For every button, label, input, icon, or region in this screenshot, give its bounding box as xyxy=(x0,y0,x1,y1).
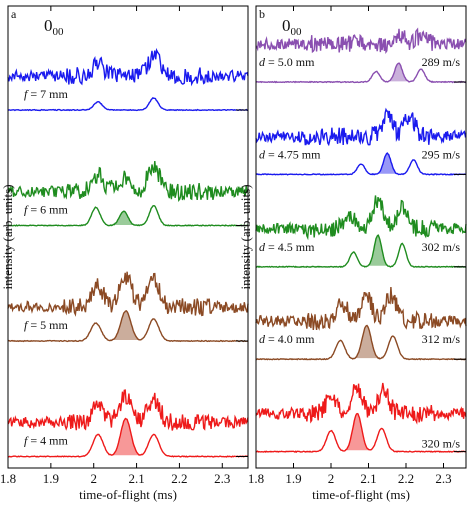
x-tick-label: 1.9 xyxy=(285,471,301,486)
speed-label: 312 m/s xyxy=(422,332,461,346)
y-axis-label-a: intensity (arb. units) xyxy=(0,184,15,289)
panel-a: f = 7 mm f = 6 mm f = 5 mm f = 4 mm 1.8 1.9 2 2… xyxy=(0,5,249,502)
noisy-trace xyxy=(7,47,249,87)
group-label: d = 4.75 mm xyxy=(259,147,321,161)
x-tick-label: 2.2 xyxy=(398,471,414,486)
speed-label: 302 m/s xyxy=(422,240,461,254)
noisy-trace xyxy=(7,271,249,317)
panel-letter: a xyxy=(11,7,17,21)
fit-trace xyxy=(255,234,467,269)
group-label: d = 4.5 mm xyxy=(259,240,315,254)
noisy-trace xyxy=(255,286,467,331)
plot-frame xyxy=(7,5,249,469)
shaded-peak xyxy=(354,325,379,359)
shaded-peak xyxy=(377,153,397,174)
fit-trace xyxy=(255,152,466,176)
fit-trace xyxy=(255,412,467,453)
group-label: d = 4.0 mm xyxy=(259,332,315,346)
noisy-trace xyxy=(255,27,467,54)
shaded-peak xyxy=(345,413,369,451)
plot-frame xyxy=(255,5,467,469)
speed-label: 289 m/s xyxy=(422,55,461,69)
x-tick-label: 2.1 xyxy=(128,471,144,486)
x-tick-label: 2.3 xyxy=(435,471,451,486)
fit-trace xyxy=(7,97,248,112)
shaded-peak xyxy=(112,211,135,225)
group-label: f = 4 mm xyxy=(24,434,68,448)
x-tick-label: 2.2 xyxy=(171,471,187,486)
shaded-peak xyxy=(112,311,140,340)
shaded-peak xyxy=(388,63,409,82)
x-tick-label: 2 xyxy=(90,471,97,486)
noisy-trace xyxy=(7,160,249,203)
x-tick-label: 2.1 xyxy=(360,471,376,486)
x-tick-label: 1.9 xyxy=(43,471,59,486)
fit-trace xyxy=(7,204,249,227)
corner-title: 000 xyxy=(44,16,64,38)
group-label: f = 5 mm xyxy=(24,318,68,332)
group-label: f = 6 mm xyxy=(24,203,68,217)
noisy-trace xyxy=(255,382,467,425)
x-tick-label: 2.3 xyxy=(214,471,230,486)
fit-trace xyxy=(8,417,249,458)
group-label: f = 7 mm xyxy=(24,87,68,101)
corner-title: 000 xyxy=(282,16,302,38)
shaded-peak xyxy=(112,418,140,456)
noisy-trace xyxy=(255,107,467,147)
shaded-peak xyxy=(368,235,388,266)
noisy-trace xyxy=(7,389,249,431)
fit-trace xyxy=(255,324,467,361)
x-tick-label: 2 xyxy=(328,471,335,486)
panel-letter: b xyxy=(259,7,265,21)
x-axis-label: time-of-flight (ms) xyxy=(312,487,410,502)
x-tick-label: 1.8 xyxy=(248,471,264,486)
fit-trace xyxy=(7,309,249,343)
x-axis-label: time-of-flight (ms) xyxy=(79,487,177,502)
noisy-trace xyxy=(255,195,467,241)
x-tick-label: 1.8 xyxy=(0,471,16,486)
fit-trace xyxy=(255,62,467,84)
panel-b: d = 5.0 mm 289 m/s d = 4.75 mm 295 m/s d = 4… xyxy=(248,5,467,502)
speed-label: 295 m/s xyxy=(422,147,461,161)
speed-label: 320 m/s xyxy=(422,437,461,451)
y-axis-label-b: intensity (arb. units) xyxy=(238,184,253,289)
group-label: d = 5.0 mm xyxy=(259,55,315,69)
